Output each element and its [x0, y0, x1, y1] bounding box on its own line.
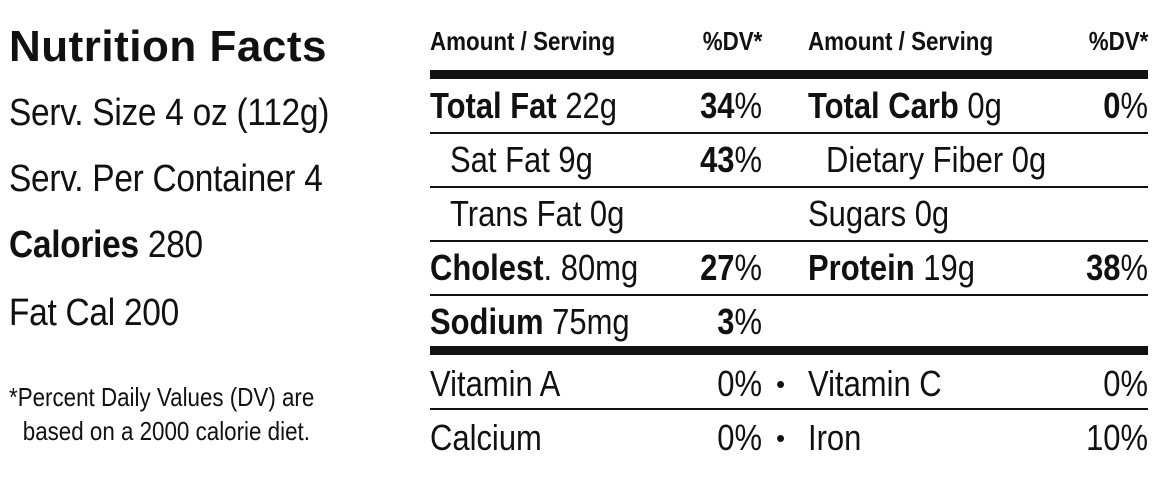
protein-dv: 38%: [1086, 247, 1148, 288]
vitamin-a-label: Vitamin A: [430, 363, 561, 404]
sodium: Sodium 75mg: [430, 301, 630, 342]
row-calcium-iron: Calcium 0% • Iron 10%: [430, 412, 1148, 464]
cholesterol: Cholest. 80mg: [430, 247, 639, 288]
calcium-value: 0%: [717, 417, 762, 458]
row-sodium: Sodium 75mg 3%: [430, 296, 1148, 348]
header-rule: [430, 70, 1148, 79]
serving-size: Serv. Size 4 oz (112g): [9, 92, 330, 134]
row-trans-fat-sugars: Trans Fat 0g Sugars 0g: [430, 188, 1148, 240]
header-amount-right: Amount / Serving: [808, 26, 994, 56]
row-cholesterol-protein: Cholest. 80mg 27% Protein 19g 38%: [430, 242, 1148, 294]
bullet-separator: •: [776, 423, 786, 453]
fat-calories: Fat Cal 200: [9, 292, 179, 334]
footnote-line-1: *Percent Daily Values (DV) are: [9, 382, 315, 412]
calories-label: Calories: [9, 224, 139, 266]
header-dv-right: %DV*: [1088, 26, 1148, 56]
total-fat: Total Fat 22g: [430, 85, 617, 126]
cholesterol-dv: 27%: [700, 247, 762, 288]
nutrient-table: Amount / Serving %DV* Amount / Serving %…: [430, 0, 1148, 480]
header-dv-left: %DV*: [702, 26, 762, 56]
vitamin-a-value: 0%: [717, 363, 762, 404]
footnote-line-2: based on a 2000 calorie diet.: [22, 416, 310, 446]
trans-fat: Trans Fat 0g: [450, 193, 625, 234]
calories-value: 280: [147, 224, 203, 266]
vitamin-c-label: Vitamin C: [808, 363, 942, 404]
vitamin-rule: [430, 346, 1148, 355]
row-divider: [430, 294, 1148, 296]
label-title: Nutrition Facts: [9, 22, 327, 71]
sugars: Sugars 0g: [808, 193, 950, 234]
row-vitamin-a-c: Vitamin A 0% • Vitamin C 0%: [430, 358, 1148, 410]
row-sat-fat-fiber: Sat Fat 9g 43% Dietary Fiber 0g: [430, 134, 1148, 186]
dietary-fiber: Dietary Fiber 0g: [826, 139, 1047, 180]
protein: Protein 19g: [808, 247, 975, 288]
servings-per-container: Serv. Per Container 4: [9, 158, 323, 200]
iron-value: 10%: [1086, 417, 1148, 458]
total-fat-dv: 34%: [700, 85, 762, 126]
row-divider: [430, 132, 1148, 134]
row-divider: [430, 408, 1148, 410]
calories: Calories 280: [9, 224, 203, 267]
sat-fat: Sat Fat 9g: [450, 139, 593, 180]
row-divider: [430, 240, 1148, 242]
iron-label: Iron: [808, 417, 862, 458]
bullet-separator: •: [776, 369, 786, 399]
vitamin-c-value: 0%: [1103, 363, 1148, 404]
header-amount-left: Amount / Serving: [430, 26, 616, 56]
sodium-dv: 3%: [717, 301, 762, 342]
row-divider: [430, 186, 1148, 188]
total-carb: Total Carb 0g: [808, 85, 1002, 126]
row-total-fat-carb: Total Fat 22g 34% Total Carb 0g 0%: [430, 80, 1148, 132]
dv-footnote: *Percent Daily Values (DV) are based on …: [9, 380, 314, 448]
calcium-label: Calcium: [430, 417, 542, 458]
sat-fat-dv: 43%: [700, 139, 762, 180]
total-carb-dv: 0%: [1103, 85, 1148, 126]
